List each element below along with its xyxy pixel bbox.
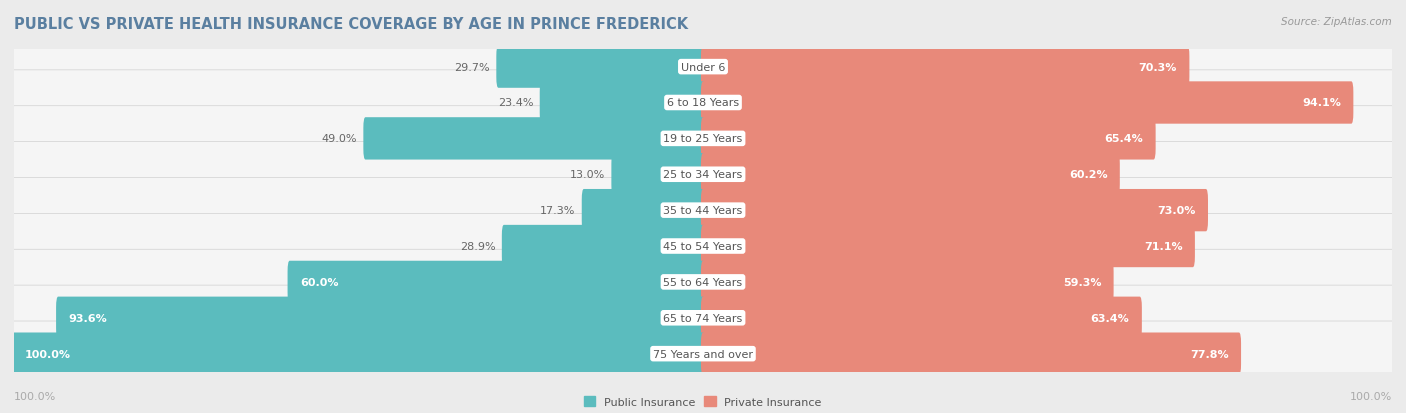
Text: 45 to 54 Years: 45 to 54 Years (664, 242, 742, 252)
Text: 59.3%: 59.3% (1063, 277, 1101, 287)
FancyBboxPatch shape (11, 107, 1395, 172)
FancyBboxPatch shape (612, 154, 704, 196)
Text: 73.0%: 73.0% (1157, 206, 1195, 216)
Text: 49.0%: 49.0% (322, 134, 357, 144)
FancyBboxPatch shape (702, 225, 1195, 268)
Text: 35 to 44 Years: 35 to 44 Years (664, 206, 742, 216)
Text: 100.0%: 100.0% (14, 392, 56, 401)
Text: 29.7%: 29.7% (454, 62, 491, 72)
FancyBboxPatch shape (502, 225, 704, 268)
Text: 65 to 74 Years: 65 to 74 Years (664, 313, 742, 323)
Text: 70.3%: 70.3% (1139, 62, 1177, 72)
FancyBboxPatch shape (11, 249, 1395, 315)
Text: 63.4%: 63.4% (1091, 313, 1129, 323)
Legend: Public Insurance, Private Insurance: Public Insurance, Private Insurance (579, 392, 827, 411)
Text: 71.1%: 71.1% (1144, 242, 1182, 252)
Text: 60.2%: 60.2% (1069, 170, 1108, 180)
FancyBboxPatch shape (11, 35, 1395, 100)
Text: 100.0%: 100.0% (1350, 392, 1392, 401)
FancyBboxPatch shape (702, 154, 1119, 196)
FancyBboxPatch shape (702, 190, 1208, 232)
FancyBboxPatch shape (702, 261, 1114, 303)
Text: 65.4%: 65.4% (1105, 134, 1143, 144)
FancyBboxPatch shape (11, 71, 1395, 136)
Text: 25 to 34 Years: 25 to 34 Years (664, 170, 742, 180)
Text: 94.1%: 94.1% (1302, 98, 1341, 108)
FancyBboxPatch shape (702, 333, 1241, 375)
Text: 60.0%: 60.0% (299, 277, 339, 287)
Text: 100.0%: 100.0% (24, 349, 70, 359)
Text: 28.9%: 28.9% (460, 242, 496, 252)
FancyBboxPatch shape (702, 118, 1156, 160)
FancyBboxPatch shape (702, 82, 1354, 124)
FancyBboxPatch shape (363, 118, 704, 160)
FancyBboxPatch shape (702, 297, 1142, 339)
FancyBboxPatch shape (11, 321, 1395, 387)
FancyBboxPatch shape (56, 297, 704, 339)
FancyBboxPatch shape (288, 261, 704, 303)
FancyBboxPatch shape (11, 178, 1395, 243)
Text: 77.8%: 77.8% (1189, 349, 1229, 359)
Text: 93.6%: 93.6% (69, 313, 107, 323)
FancyBboxPatch shape (11, 142, 1395, 207)
Text: 55 to 64 Years: 55 to 64 Years (664, 277, 742, 287)
FancyBboxPatch shape (11, 214, 1395, 279)
FancyBboxPatch shape (13, 333, 704, 375)
FancyBboxPatch shape (540, 82, 704, 124)
Text: PUBLIC VS PRIVATE HEALTH INSURANCE COVERAGE BY AGE IN PRINCE FREDERICK: PUBLIC VS PRIVATE HEALTH INSURANCE COVER… (14, 17, 688, 31)
Text: 13.0%: 13.0% (569, 170, 605, 180)
Text: Source: ZipAtlas.com: Source: ZipAtlas.com (1281, 17, 1392, 26)
FancyBboxPatch shape (496, 46, 704, 88)
FancyBboxPatch shape (582, 190, 704, 232)
FancyBboxPatch shape (702, 46, 1189, 88)
Text: 19 to 25 Years: 19 to 25 Years (664, 134, 742, 144)
Text: 23.4%: 23.4% (498, 98, 533, 108)
Text: 6 to 18 Years: 6 to 18 Years (666, 98, 740, 108)
Text: 75 Years and over: 75 Years and over (652, 349, 754, 359)
FancyBboxPatch shape (11, 285, 1395, 351)
Text: Under 6: Under 6 (681, 62, 725, 72)
Text: 17.3%: 17.3% (540, 206, 575, 216)
